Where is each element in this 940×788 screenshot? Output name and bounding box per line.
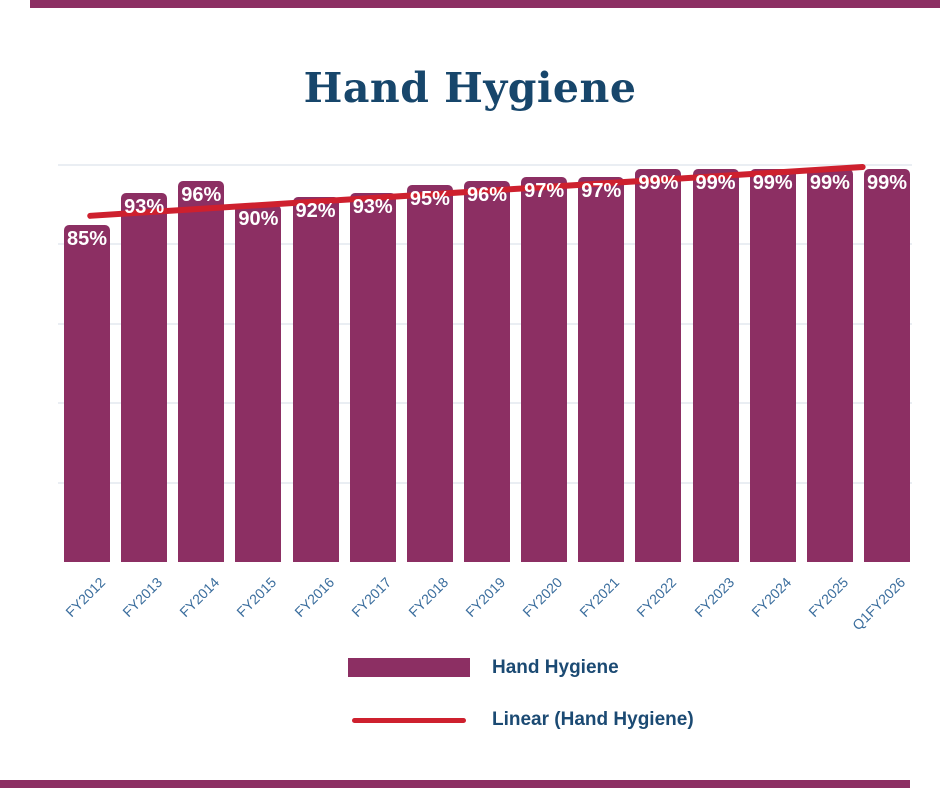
bar-value-label: 97% <box>581 179 622 202</box>
x-axis: FY2012 FY2013 FY2014 FY2015 FY2016 FY2017 FY20… <box>62 568 910 648</box>
bar-value-label: 99% <box>866 171 908 194</box>
bar-FY2013 <box>121 192 168 562</box>
chart-title: Hand Hygiene <box>303 64 637 112</box>
plot-area: 85% 93% 96% 90% 92% 93% 95% 96% 97% 97% 99% 99% 99% 9… <box>58 163 912 562</box>
bar-FY2018 <box>406 184 453 562</box>
bar-FY2023 <box>692 168 739 562</box>
bar-value-label: 93% <box>352 195 393 218</box>
bar-value-label: 96% <box>466 183 508 206</box>
bottom-accent-strip <box>0 780 910 788</box>
legend-line-swatch <box>352 718 466 723</box>
bar-value-label: 99% <box>695 171 736 194</box>
bar-FY2025 <box>806 168 853 562</box>
bar-FY2016 <box>292 196 339 562</box>
bar-value-label: 99% <box>638 171 679 194</box>
bar-value-label: 95% <box>409 187 450 210</box>
bar-value-label: 90% <box>238 207 279 230</box>
legend-label-hand-hygiene: Hand Hygiene <box>492 657 619 678</box>
legend: Hand Hygiene Linear (Hand Hygiene) <box>0 648 940 748</box>
bar-value-label: 97% <box>524 179 565 202</box>
bar-value-label: 85% <box>66 227 108 250</box>
bar-value-label: 99% <box>752 171 793 194</box>
bar-value-label: 99% <box>809 171 850 194</box>
bar-value-label: 92% <box>295 199 336 222</box>
bar-FY2015 <box>235 204 282 562</box>
bar-FY2012 <box>64 224 110 562</box>
trend-line <box>87 163 866 219</box>
bar-FY2024 <box>749 168 796 562</box>
bar-FY2019 <box>464 180 510 562</box>
legend-label-linear: Linear (Hand Hygiene) <box>492 709 694 730</box>
top-accent-strip <box>30 0 940 8</box>
bar-Q1FY2026 <box>864 168 910 562</box>
bar-FY2022 <box>635 168 682 562</box>
bar-FY2020 <box>521 176 568 562</box>
bar-FY2021 <box>578 176 625 562</box>
legend-bar-swatch <box>348 658 470 677</box>
gridline <box>58 164 912 166</box>
bar-FY2017 <box>349 192 396 562</box>
bar-FY2014 <box>178 180 225 562</box>
bar-value-label: 96% <box>181 183 222 206</box>
bar-value-label: 93% <box>124 195 165 218</box>
